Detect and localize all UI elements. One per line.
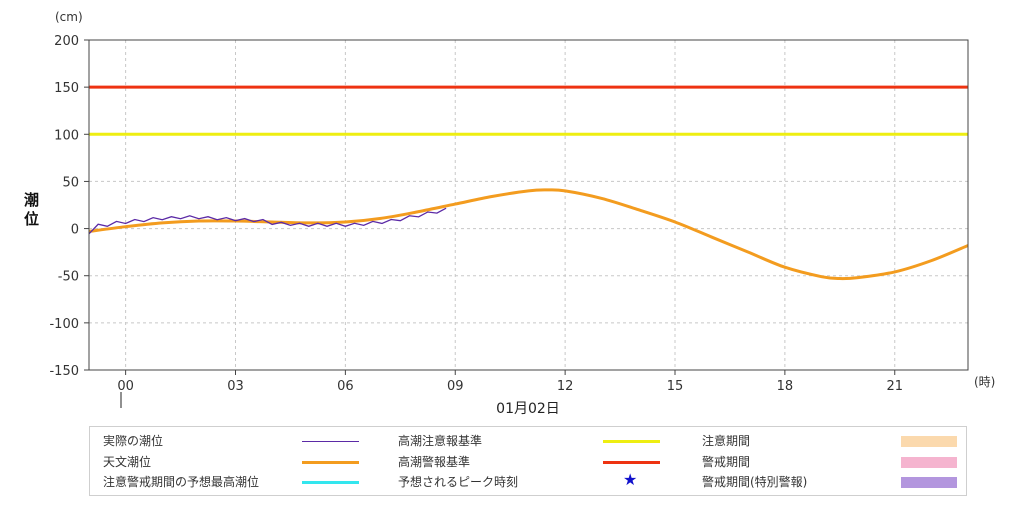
y-tick-label: -150	[49, 364, 79, 379]
legend-warning-period-label: 警戒期間	[702, 455, 751, 469]
legend-warning-period-swatch	[901, 457, 957, 468]
plot-frame	[88, 39, 969, 371]
x-tick-label: 03	[227, 379, 244, 394]
y-tick-label: 150	[54, 81, 79, 96]
legend-warning-line	[603, 461, 660, 464]
x-tick-label: 00	[117, 379, 134, 394]
astronomical-tide-line	[88, 188, 969, 281]
y-tick-label: -100	[49, 317, 79, 332]
series-layer	[88, 85, 969, 281]
y-unit-label: (cm)	[55, 10, 83, 24]
grid-lines	[89, 40, 968, 370]
y-axis-label-1: 潮	[24, 191, 39, 209]
observed-tide-line	[88, 207, 447, 235]
date-label: 01月02日	[496, 401, 560, 417]
legend-observed-label: 実際の潮位	[103, 434, 164, 448]
x-unit-label: (時)	[974, 375, 995, 389]
x-tick-label: 09	[447, 379, 464, 394]
legend: 実際の潮位 天文潮位 注意警戒期間の予想最高潮位 高潮注意報基準 高潮警報基準 …	[89, 426, 967, 496]
x-tick-label: 15	[667, 379, 684, 394]
legend-advisory-period-swatch	[901, 436, 957, 447]
y-axis-label-2: 位	[24, 210, 39, 228]
x-tick-label: 21	[886, 379, 903, 394]
x-tick-label: 12	[557, 379, 574, 394]
legend-warning-label: 高潮警報基準	[398, 455, 471, 469]
legend-observed-line	[302, 441, 359, 442]
legend-advisory-label: 高潮注意報基準	[398, 434, 483, 448]
y-tick-label: 100	[54, 128, 79, 143]
legend-advisory-line	[603, 440, 660, 443]
legend-forecast-peak-label: 注意警戒期間の予想最高潮位	[103, 475, 260, 489]
legend-special-warning-period-swatch	[901, 477, 957, 488]
legend-special-warning-period-label: 警戒期間(特別警報)	[702, 475, 808, 489]
legend-astronomical-line	[302, 461, 359, 464]
y-tick-label: -50	[58, 270, 79, 285]
legend-advisory-period-label: 注意期間	[702, 434, 751, 448]
x-axis-ticks: 00 03 06 09 12 15 18 21	[117, 370, 903, 394]
y-tick-label: 200	[54, 34, 79, 49]
x-tick-label: 18	[777, 379, 794, 394]
tide-chart: 200 150 100 50 0 -50 -100 -150 00 03 06 09 12 15 18 21…	[24, 10, 995, 417]
x-tick-label: 06	[337, 379, 354, 394]
legend-peak-time-label: 予想されるピーク時刻	[398, 475, 519, 489]
y-axis-ticks: 200 150 100 50 0 -50 -100 -150	[49, 34, 89, 379]
y-tick-label: 0	[71, 223, 79, 238]
y-tick-label: 50	[62, 175, 79, 190]
legend-astronomical-label: 天文潮位	[103, 455, 152, 469]
star-icon: ★	[623, 470, 638, 489]
legend-forecast-peak-line	[302, 481, 359, 484]
